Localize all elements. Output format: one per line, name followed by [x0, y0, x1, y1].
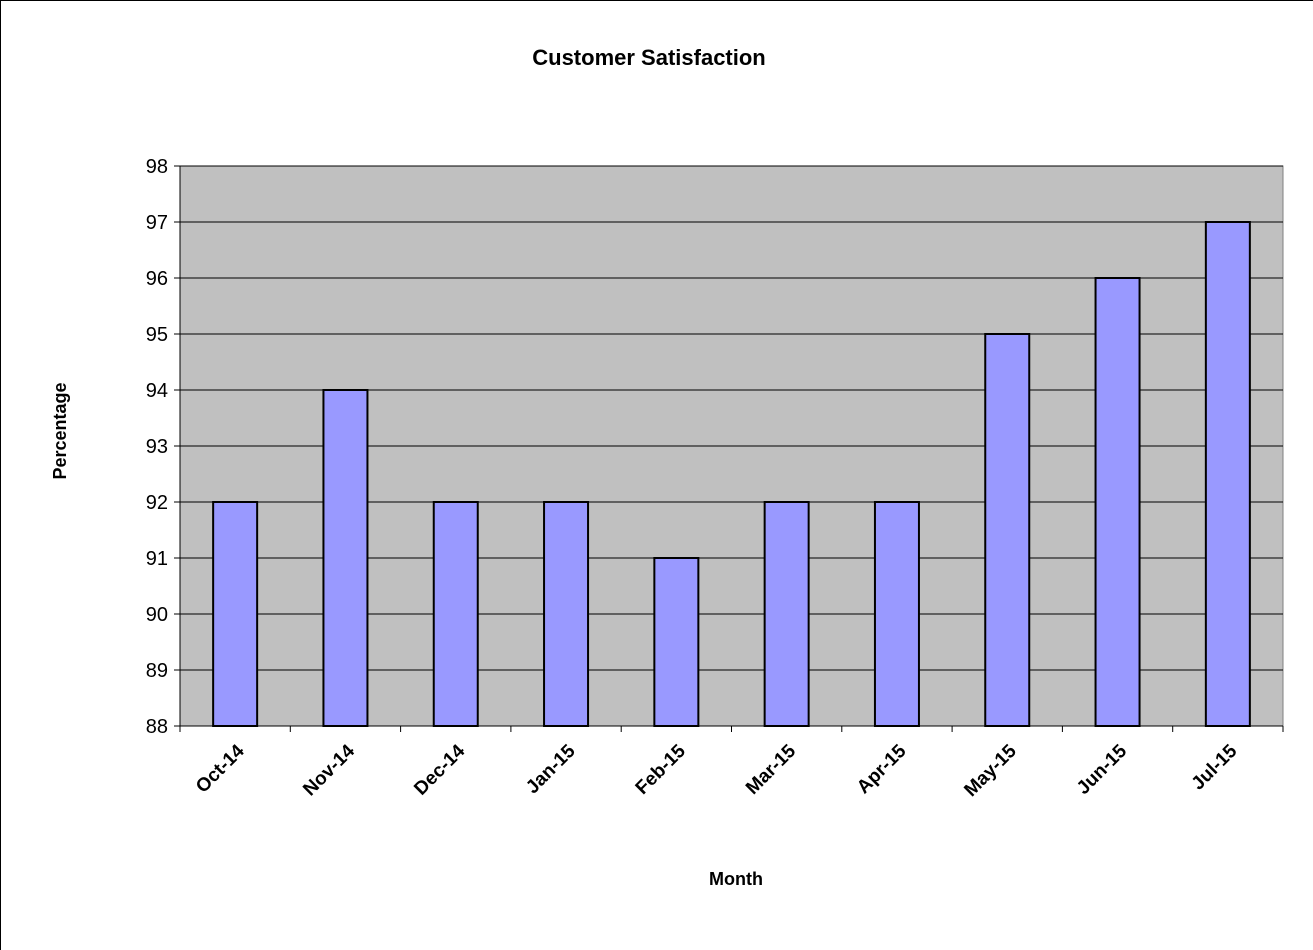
y-tick-label: 91	[146, 548, 168, 570]
y-tick-label: 95	[146, 324, 168, 346]
axes	[174, 165, 1284, 732]
y-tick-label: 92	[146, 492, 168, 514]
x-axis-title: Month	[709, 869, 763, 889]
bar	[653, 557, 700, 727]
bars	[212, 221, 1251, 727]
bar	[432, 501, 479, 727]
bar	[873, 501, 920, 727]
y-tick-label: 94	[146, 380, 168, 402]
y-axis-title: Percentage	[50, 382, 70, 479]
bar	[984, 333, 1031, 727]
bar	[1204, 221, 1251, 727]
y-tick-label: 88	[146, 716, 168, 738]
y-tick-label: 89	[146, 660, 168, 682]
y-tick-label: 93	[146, 436, 168, 458]
bar	[1094, 277, 1141, 727]
bar	[212, 501, 259, 727]
chart-title: Customer Satisfaction	[532, 45, 766, 70]
y-tick-labels: 88 89 90 91 92 93 94 95 96 97 98	[146, 156, 168, 738]
bar	[763, 501, 810, 727]
y-tick-label: 90	[146, 604, 168, 626]
bar	[543, 501, 590, 727]
y-tick-label: 96	[146, 268, 168, 290]
y-tick-label: 98	[146, 156, 168, 178]
y-tick-label: 97	[146, 212, 168, 234]
bar	[322, 389, 369, 727]
